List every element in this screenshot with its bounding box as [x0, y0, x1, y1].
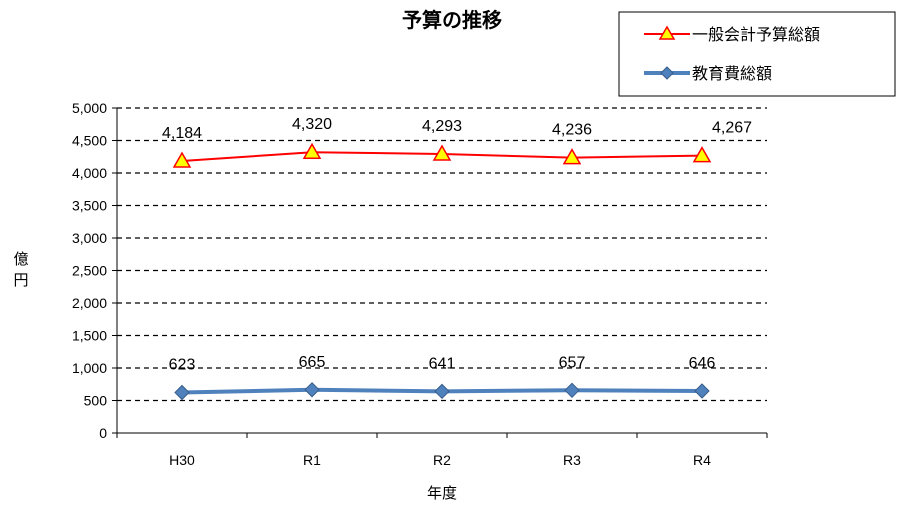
legend-label-general: 一般会計予算総額 — [692, 25, 820, 44]
legend-marker-general — [658, 25, 676, 40]
data-point-general — [562, 148, 582, 165]
y-tick-label: 1,000 — [72, 360, 107, 376]
y-tick-label: 2,500 — [72, 263, 107, 279]
x-tick-labels: H30 R1 R2 R3 R4 — [169, 452, 711, 468]
data-label-education: 623 — [169, 357, 196, 374]
y-tick-label: 3,500 — [72, 198, 107, 214]
data-label-education: 665 — [299, 354, 326, 371]
data-point-general — [692, 146, 712, 163]
x-tick-label: R2 — [433, 452, 451, 468]
data-point-general — [302, 142, 322, 159]
legend-label-education: 教育費総額 — [692, 64, 772, 83]
data-label-education: 657 — [559, 354, 586, 371]
data-point-education — [564, 382, 580, 399]
y-axis-label-char-1: 億 — [13, 250, 28, 268]
y-axis-title: 億 円 — [13, 250, 28, 289]
series-layer — [172, 142, 712, 401]
data-point-education — [304, 382, 320, 398]
chart-title: 予算の推移 — [402, 8, 502, 32]
data-label-education: 641 — [429, 355, 456, 372]
data-point-general — [172, 151, 192, 168]
data-point-education — [174, 384, 190, 401]
data-label-general: 4,320 — [292, 116, 332, 133]
axes — [112, 107, 768, 438]
y-tick-label: 500 — [84, 393, 108, 409]
y-tick-label: 4,500 — [72, 133, 107, 149]
x-tick-label: R4 — [693, 452, 711, 468]
x-tick-label: R3 — [563, 452, 581, 468]
data-label-general: 4,293 — [422, 118, 462, 135]
legend: 一般会計予算総額 教育費総額 — [618, 11, 896, 97]
y-tick-label: 5,000 — [72, 100, 107, 116]
data-label-general: 4,267 — [712, 120, 752, 137]
data-point-general — [432, 144, 452, 161]
y-tick-label: 2,000 — [72, 295, 107, 311]
y-tick-labels: 0 500 1,000 1,500 2,000 2,500 3,000 3,500 4,000 4… — [72, 100, 107, 441]
data-point-education — [434, 383, 450, 400]
legend-box — [618, 11, 896, 97]
y-tick-label: 1,500 — [72, 328, 107, 344]
x-tick-label: H30 — [169, 452, 195, 468]
y-tick-label: 0 — [99, 425, 107, 441]
y-tick-label: 3,000 — [72, 230, 107, 246]
x-axis-title: 年度 — [427, 484, 457, 502]
data-label-education: 646 — [689, 355, 716, 372]
data-labels: 4,184 4,320 4,293 4,236 4,267 623 665 641 657 646 — [162, 116, 752, 373]
data-label-general: 4,184 — [162, 125, 202, 142]
legend-marker-education — [660, 66, 674, 80]
gridlines — [117, 107, 767, 402]
data-label-general: 4,236 — [552, 122, 592, 139]
y-tick-label: 4,000 — [72, 165, 107, 181]
y-axis-label-char-2: 円 — [13, 271, 28, 289]
x-tick-label: R1 — [303, 452, 321, 468]
data-point-education — [694, 383, 710, 399]
